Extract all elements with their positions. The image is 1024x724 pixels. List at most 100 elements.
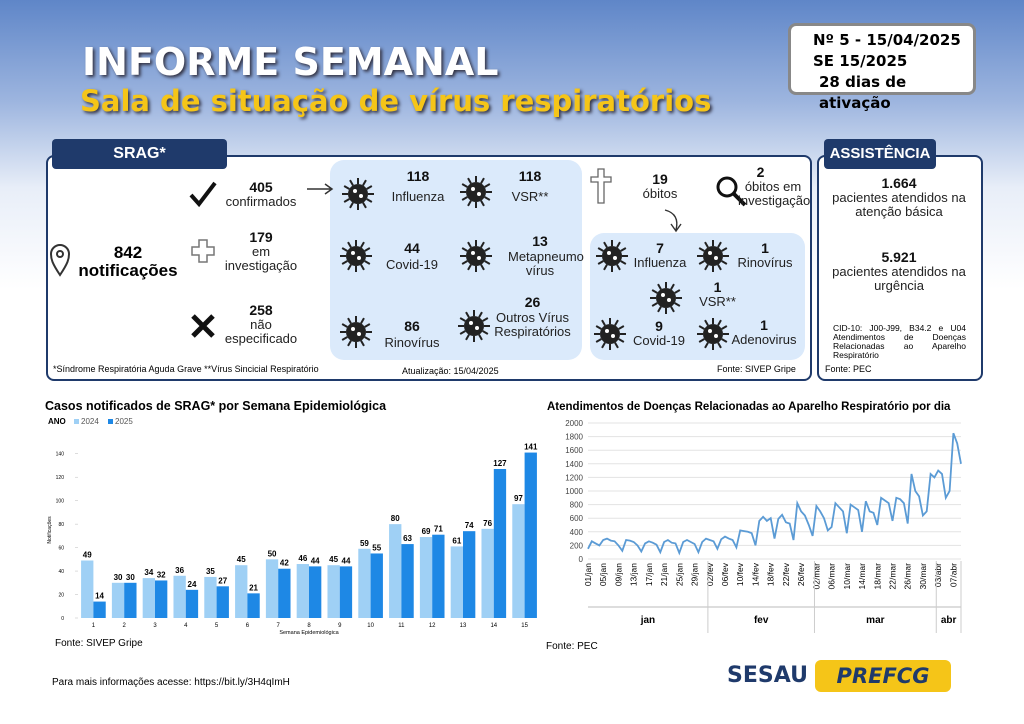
edition-box: Nº 5 - 15/04/2025 SE 15/2025 28 dias de …: [788, 23, 976, 112]
virus-0: 118 Influenza: [378, 168, 458, 204]
x-tick-label: 4: [184, 623, 188, 629]
data-label: 69: [422, 527, 431, 536]
footnote: *Síndrome Respiratória Aguda Grave **Vír…: [53, 364, 319, 374]
total-label: notificações: [78, 261, 178, 280]
label: VSR**: [699, 294, 736, 309]
title: INFORME SEMANAL: [82, 40, 499, 84]
legend-swatch: [74, 419, 79, 424]
y-tick-label: 140: [56, 452, 65, 458]
x-tick-label: 18/fev: [766, 562, 776, 586]
x-tick-label: 25/jan: [674, 563, 684, 586]
pin-icon: [49, 244, 71, 277]
data-label: 127: [493, 459, 507, 468]
x-tick-label: 06/mar: [827, 563, 837, 590]
x-tick-label: 09/jan: [613, 563, 623, 586]
x-tick-label: 22/fev: [781, 562, 791, 586]
assist-1: 5.921 pacientes atendidos na urgência: [822, 249, 976, 293]
bar: [432, 534, 445, 618]
y-tick-label: 600: [570, 514, 584, 523]
x-tick-label: 6: [246, 623, 250, 629]
x-tick-label: 1: [92, 623, 96, 629]
value: 118: [518, 168, 542, 184]
data-label: 61: [452, 536, 461, 545]
bar: [173, 575, 186, 618]
x-tick-label: 26/fev: [796, 562, 806, 586]
bar-source: Fonte: SIVEP Gripe: [55, 638, 143, 649]
x-tick-label: 14: [490, 623, 497, 629]
bar: [216, 586, 229, 618]
y-tick-label: 60: [58, 546, 64, 552]
y-tick-label: 20: [58, 593, 64, 599]
legend-swatch: [108, 419, 113, 424]
logo-prefcg: PREFCG: [815, 660, 951, 692]
y-tick-label: 400: [570, 528, 584, 537]
bar: [185, 589, 199, 618]
month-label: abr: [941, 615, 957, 626]
assist-tab: ASSISTÊNCIA: [824, 139, 936, 169]
deaths: 19 óbitos: [630, 171, 690, 201]
x-tick-label: 17/jan: [644, 563, 654, 586]
month-label: jan: [640, 615, 655, 626]
virus-icon: [697, 240, 729, 272]
bar: [339, 566, 353, 618]
value: 26: [524, 294, 541, 310]
cross-icon: [590, 168, 612, 204]
value: 1: [713, 279, 722, 295]
x-tick-label: 02/fev: [705, 562, 715, 586]
data-label: 59: [360, 539, 369, 548]
bar: [296, 564, 309, 618]
data-label: 45: [329, 555, 338, 564]
data-label: 50: [268, 549, 277, 558]
y-tick-label: 0: [579, 555, 584, 564]
value: 86: [404, 318, 420, 334]
bar: [524, 452, 537, 618]
virus-icon: [340, 240, 372, 272]
death-virus-3: 9 Covid-19: [628, 318, 690, 348]
value: 13: [532, 233, 548, 249]
value: 9: [655, 318, 663, 334]
bar-chart: Casos notificados de SRAG* por Semana Ep…: [45, 399, 538, 636]
label: pacientes atendidos na atenção básica: [832, 190, 966, 219]
virus-icon: [458, 310, 490, 342]
legend-label: 2024: [81, 417, 99, 426]
y-tick-label: 800: [570, 501, 584, 510]
data-label: 42: [280, 559, 289, 568]
value: 44: [404, 240, 420, 256]
label: Outros Vírus Respiratórios: [494, 310, 571, 339]
value: 258: [249, 302, 273, 318]
virus-4: 86 Rinovírus: [376, 318, 448, 350]
x-tick-label: 3: [153, 623, 157, 629]
x-tick-label: 14/fev: [750, 562, 760, 586]
value: 2: [756, 164, 765, 180]
activation: 28 dias de ativação: [819, 73, 907, 112]
data-label: 55: [372, 543, 381, 552]
value: 5.921: [881, 249, 917, 265]
y-tick-label: 1600: [565, 446, 583, 455]
x-tick-label: 18/mar: [872, 563, 882, 590]
virus-icon: [596, 240, 628, 272]
data-label: 45: [237, 555, 246, 564]
data-label: 46: [298, 554, 307, 563]
data-label: 24: [188, 580, 197, 589]
x-tick-label: 7: [277, 623, 281, 629]
y-tick-label: 0: [61, 616, 64, 622]
data-label: 44: [342, 556, 351, 565]
chart-title: Atendimentos de Doenças Relacionadas ao …: [547, 401, 951, 413]
x-tick-label: 10: [367, 623, 374, 629]
y-tick-label: 200: [570, 541, 584, 550]
footer-link[interactable]: Para mais informações acesse: https://bi…: [52, 677, 290, 688]
y-tick-label: 1200: [565, 473, 583, 482]
label: Rinovírus: [737, 255, 793, 270]
virus-icon: [594, 318, 626, 350]
updated: Atualização: 15/04/2025: [402, 366, 499, 376]
label: Covid-19: [632, 333, 686, 348]
value: 1: [761, 240, 769, 256]
search-icon: [716, 176, 747, 207]
value: 179: [249, 229, 273, 245]
data-label: 35: [206, 567, 215, 576]
virus-icon: [342, 178, 374, 210]
bar: [481, 528, 494, 618]
virus-3: 13 Metapneumo vírus: [494, 233, 586, 278]
chart-title: Casos notificados de SRAG* por Semana Ep…: [45, 399, 387, 413]
y-tick-label: 1000: [565, 487, 583, 496]
